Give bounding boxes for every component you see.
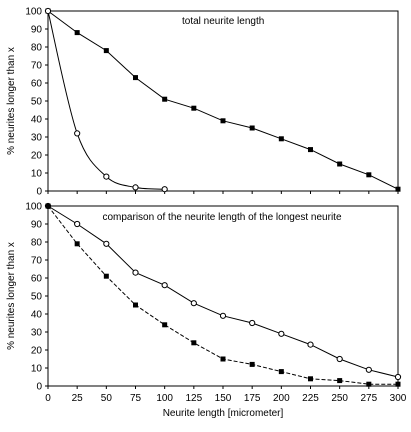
data-point-circle (132, 184, 139, 191)
data-point-circle (132, 269, 139, 276)
series-line-0 (47, 205, 399, 378)
data-point-square (133, 75, 138, 81)
data-point-circle (74, 220, 81, 228)
x-tick-label: 25 (72, 393, 84, 404)
chart-title: comparison of the neurite length of the … (102, 212, 341, 223)
data-point-circle (74, 130, 81, 137)
x-tick-label: 0 (45, 393, 51, 404)
data-point-square (395, 381, 401, 387)
y-tick-label: 20 (31, 151, 43, 162)
y-tick-label: 20 (31, 346, 43, 357)
data-point-square (103, 48, 109, 54)
x-tick-label: 275 (360, 393, 377, 404)
y-tick-label: 0 (36, 382, 42, 393)
chart-panel-total-neurite-length: total neurite length % neurites longer th… (6, 7, 401, 198)
chart-panel-longest-neurite-comparison: comparison of the neurite length of the … (6, 202, 407, 420)
data-point-square (220, 118, 226, 124)
y-tick-label: 30 (31, 133, 43, 144)
data-point-square (191, 105, 197, 111)
x-tick-label: 150 (215, 393, 232, 404)
data-point-square (191, 340, 197, 346)
x-tick-label: 225 (302, 393, 319, 404)
data-point-circle (161, 186, 168, 193)
data-point-square (278, 369, 284, 375)
data-point-circle (190, 300, 197, 307)
y-tick-label: 10 (31, 364, 43, 375)
data-point-square (162, 322, 168, 328)
data-point-square (133, 302, 138, 308)
data-point-square (278, 136, 284, 142)
data-point-circle (307, 341, 314, 348)
y-tick-label: 100 (25, 202, 42, 213)
y-tick-label: 40 (31, 115, 43, 126)
y-tick-label: 60 (31, 79, 43, 90)
x-axis-label: Neurite length [micrometer] (163, 408, 284, 419)
y-tick-label: 60 (31, 274, 43, 285)
data-point-circle (365, 366, 372, 373)
x-tick-label: 300 (390, 393, 407, 404)
data-point-circle (249, 319, 256, 327)
data-point-square (74, 241, 80, 247)
y-tick-label: 30 (31, 328, 43, 339)
x-tick-label: 175 (244, 393, 261, 404)
y-tick-label: 100 (25, 7, 42, 18)
data-point-square (366, 381, 372, 387)
data-point-square (308, 147, 313, 153)
data-point-circle (161, 282, 168, 289)
y-tick-label: 70 (31, 61, 43, 72)
data-point-square (337, 378, 343, 384)
y-tick-label: 40 (31, 310, 43, 321)
y-tick-label: 80 (31, 43, 43, 54)
y-tick-label: 70 (31, 256, 43, 267)
y-axis-label: % neurites longer than x (6, 47, 17, 155)
data-point-square (162, 96, 168, 102)
data-point-circle (336, 355, 343, 363)
data-point-circle (219, 312, 227, 319)
y-tick-label: 50 (31, 292, 43, 303)
data-point-circle (103, 173, 110, 180)
data-point-square (220, 356, 226, 362)
data-point-circle (103, 240, 110, 247)
data-point-circle (44, 7, 52, 15)
y-tick-label: 0 (36, 187, 42, 198)
data-point-square (249, 361, 255, 367)
y-tick-label: 10 (31, 169, 43, 180)
series-line-1 (47, 10, 165, 190)
x-tick-label: 125 (185, 393, 202, 404)
data-point-circle (278, 330, 285, 337)
data-point-circle (394, 373, 402, 381)
series-line-0 (47, 10, 399, 190)
data-point-square (45, 203, 51, 209)
data-point-square (249, 125, 255, 131)
y-tick-label: 50 (31, 97, 43, 108)
chart-title: total neurite length (182, 16, 264, 27)
y-tick-label: 90 (31, 220, 43, 231)
data-point-square (337, 161, 343, 167)
x-tick-label: 100 (156, 393, 173, 404)
data-point-square (74, 30, 80, 36)
data-point-square (366, 172, 372, 178)
x-tick-label: 50 (101, 393, 113, 404)
x-tick-label: 75 (130, 393, 142, 404)
data-point-square (308, 376, 313, 382)
plot-frame (47, 10, 399, 192)
y-axis-label: % neurites longer than x (6, 242, 17, 350)
data-point-square (395, 186, 401, 192)
data-point-square (103, 273, 109, 279)
y-tick-label: 80 (31, 238, 43, 249)
x-tick-label: 250 (331, 393, 348, 404)
y-tick-label: 90 (31, 25, 43, 36)
x-tick-label: 200 (273, 393, 290, 404)
